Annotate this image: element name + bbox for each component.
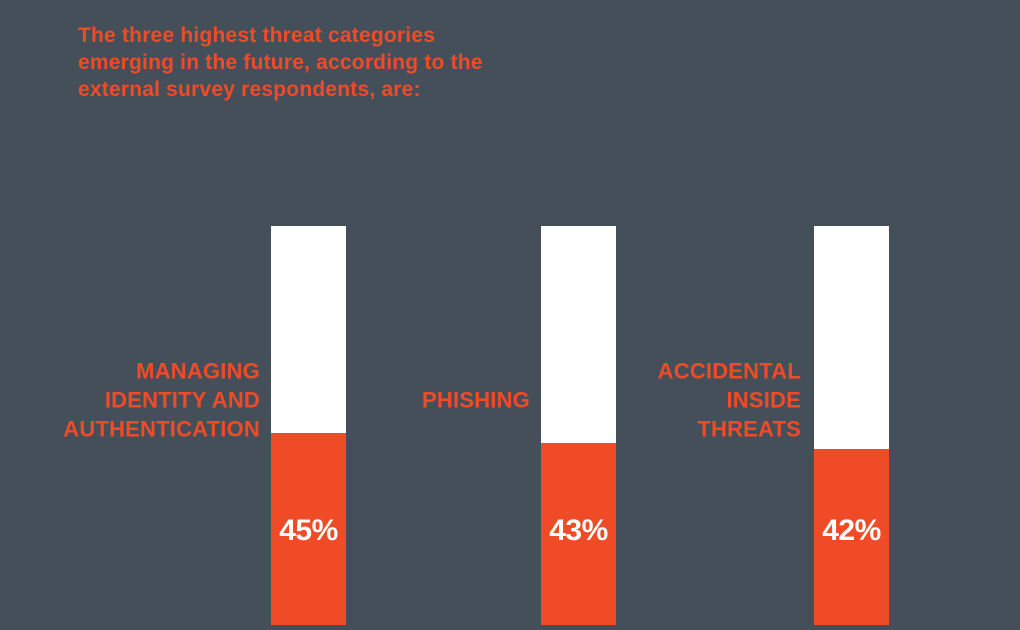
bar-fill-managing-identity <box>271 433 346 625</box>
bar-fill-accidental-inside-threats <box>814 449 889 625</box>
bar-fill-phishing <box>541 443 616 625</box>
category-label-accidental-inside-threats: ACCIDENTAL INSIDE THREATS <box>657 358 801 442</box>
bar-value-managing-identity: 45% <box>279 514 338 547</box>
bar-managing-identity: 45% <box>271 226 346 625</box>
bar-value-phishing: 43% <box>549 514 608 547</box>
chart-title: The three highest threat categories emer… <box>78 24 483 101</box>
bar-accidental-inside-threats: 42% <box>814 226 889 625</box>
bar-value-accidental-inside-threats: 42% <box>822 514 881 547</box>
category-label-managing-identity: MANAGING IDENTITY AND AUTHENTICATION <box>63 358 260 442</box>
bar-phishing: 43% <box>541 226 616 625</box>
category-label-phishing: PHISHING <box>422 387 530 413</box>
